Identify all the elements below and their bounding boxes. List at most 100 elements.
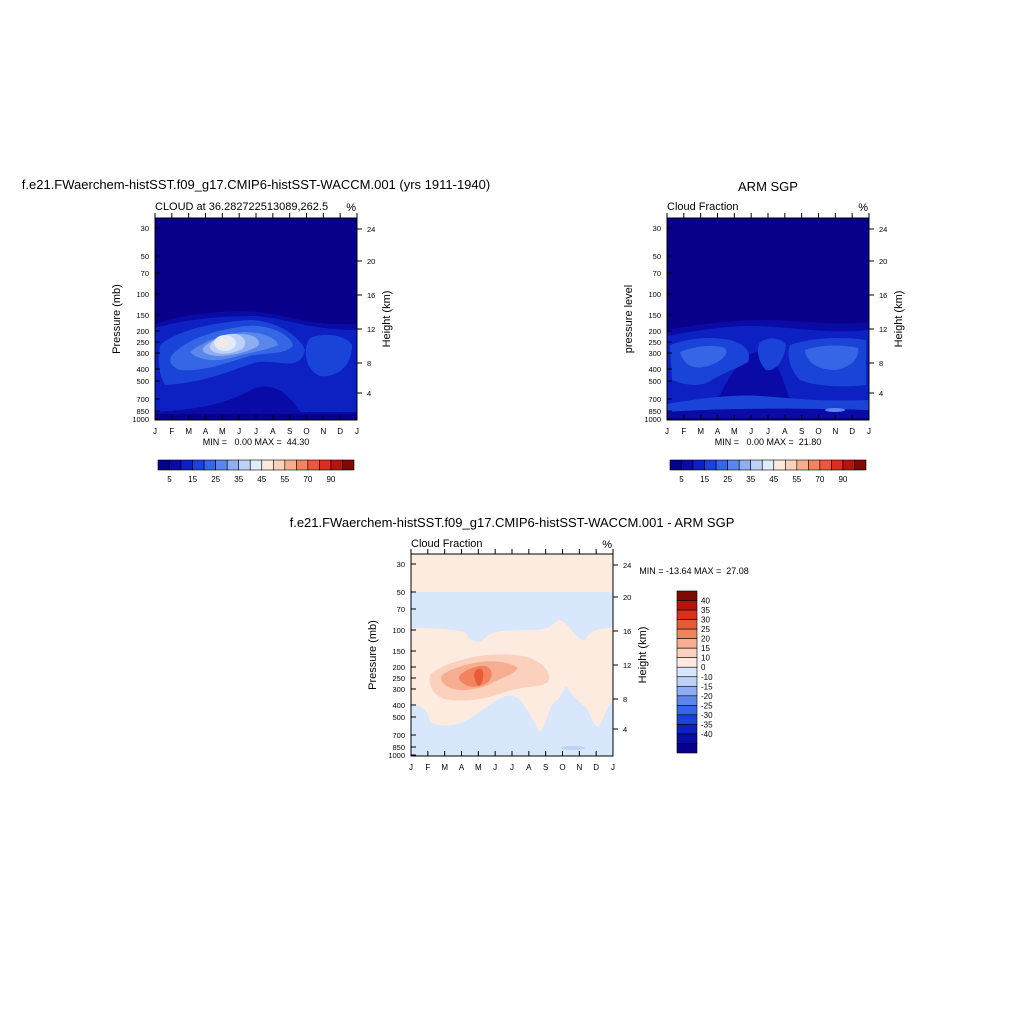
x-tick-label: J [611,763,615,772]
y-tick-label: 500 [392,713,405,722]
colorbar-label: 15 [701,644,710,653]
x-tick-label: A [715,427,721,436]
y-right-tick-label: 4 [367,389,371,398]
y-right-tick-label: 8 [879,359,883,368]
colorbar-swatch [831,459,844,471]
colorbar-label: 70 [815,475,824,484]
y-right-tick-label: 20 [367,257,375,266]
colorbar-swatch [215,459,228,471]
colorbar-swatch [750,459,763,471]
x-tick-label: M [475,763,482,772]
colorbar-label: -20 [701,692,713,701]
x-tick-label: N [832,427,838,436]
panel-model-title: f.e21.FWaerchem-histSST.f09_g17.CMIP6-hi… [22,177,490,192]
colorbar-swatch [272,459,286,471]
x-tick-label: M [731,427,738,436]
x-tick-label: N [576,763,582,772]
contour-spot [825,408,845,412]
y-right-tick-label: 12 [623,661,631,670]
x-tick-label: O [815,427,821,436]
y-tick-label: 30 [141,224,149,233]
x-tick-label: A [203,427,209,436]
y-tick-label: 300 [136,349,149,358]
colorbar-label: 90 [326,475,335,484]
panel-obs-title: ARM SGP [738,179,798,194]
colorbar-label: 40 [701,597,710,606]
contour-neg-1 [411,592,613,642]
panel-obs-yticks-right: 24 20 16 12 8 4 [869,225,887,398]
y-tick-label: 1000 [388,751,405,760]
colorbar-swatch [676,724,698,735]
x-tick-label: J [867,427,871,436]
x-tick-label: M [185,427,192,436]
panel-diff-ylabel: Pressure (mb) [367,620,379,690]
x-tick-label: F [169,427,174,436]
colorbar-swatch [238,459,251,471]
colorbar-swatch [692,459,705,471]
x-tick-label: A [526,763,532,772]
colorbar-label: 45 [257,475,266,484]
y-tick-label: 400 [392,701,405,710]
panel-diff-ylabel-right: Height (km) [637,627,649,684]
colorbar-swatch [676,600,698,611]
y-tick-label: 700 [136,395,149,404]
y-right-tick-label: 16 [623,627,631,636]
colorbar-label: -25 [701,701,713,710]
colorbar-label: 55 [792,475,801,484]
colorbar-swatch [307,459,320,471]
colorbar-swatch [249,459,263,471]
panel-diff-subtitle: Cloud Fraction [411,538,483,550]
colorbar-label: -10 [701,673,713,682]
colorbar-swatch [342,459,355,471]
colorbar-swatch [261,459,274,471]
y-tick-label: 100 [648,290,661,299]
y-tick-label: 400 [648,365,661,374]
y-tick-label: 70 [397,605,405,614]
x-tick-label: J [766,427,770,436]
colorbar-swatch [676,733,698,744]
y-tick-label: 150 [648,311,661,320]
colorbar-label: 70 [303,475,312,484]
colorbar-swatch [704,459,717,471]
y-tick-label: 250 [136,338,149,347]
panel-model-ylabel-right: Height (km) [381,291,393,348]
colorbar-swatch [738,459,752,471]
panel-model-subtitle: CLOUD at 36.282722513089,262.5 [155,201,328,213]
colorbar-swatch [319,459,332,471]
y-tick-label: 250 [392,674,405,683]
contour-neg-2 [411,686,613,756]
colorbar-label: -15 [701,682,713,691]
panel-obs-ylabel: pressure level [623,285,635,353]
x-tick-label: J [409,763,413,772]
panel-diff: f.e21.FWaerchem-histSST.f09_g17.CMIP6-hi… [290,515,749,772]
colorbar-label: 25 [701,625,710,634]
panel-obs: ARM SGP Cloud Fraction % J F M A M J J A S O N D J 3… [623,179,905,484]
colorbar-swatch [180,459,193,471]
colorbar-label: 45 [769,475,778,484]
x-tick-label: S [799,427,804,436]
x-tick-label: J [237,427,241,436]
x-tick-label: O [559,763,565,772]
colorbar-label: 25 [211,475,220,484]
y-tick-label: 50 [141,252,149,261]
colorbar-label: -35 [701,720,713,729]
colorbar-swatch [676,657,698,668]
colorbar-swatch [681,459,694,471]
colorbar-label: 15 [188,475,197,484]
y-tick-label: 70 [653,269,661,278]
colorbar-swatch [676,619,698,630]
panel-obs-ylabel-right: Height (km) [893,291,905,348]
colorbar-swatch [157,459,170,471]
colorbar-swatch [676,705,698,716]
colorbar-label: 25 [723,475,732,484]
x-tick-label: S [543,763,548,772]
y-tick-label: 400 [136,365,149,374]
x-tick-label: M [441,763,448,772]
x-tick-label: F [681,427,686,436]
panel-model-yticks-right: 24 20 16 12 8 4 [357,225,375,398]
colorbar-swatch [192,459,205,471]
